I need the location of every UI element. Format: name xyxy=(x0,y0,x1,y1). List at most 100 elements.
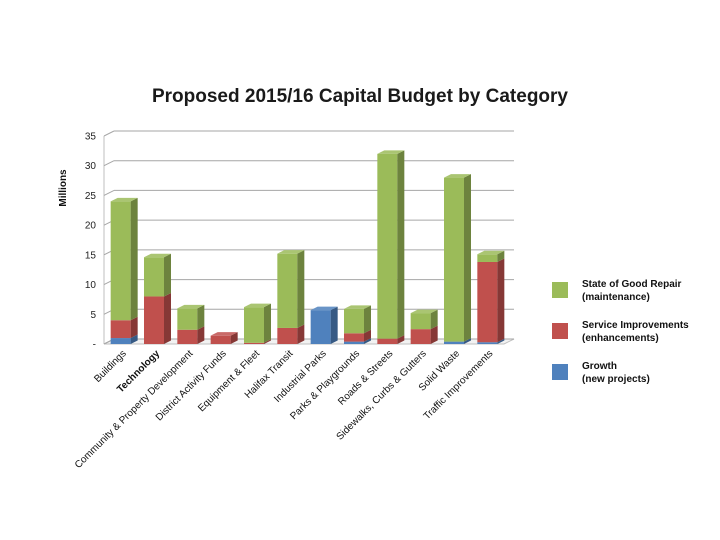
legend-label-line: (enhancements) xyxy=(582,333,659,344)
bar-front xyxy=(344,341,364,344)
bar-segment xyxy=(310,306,338,344)
bar-side xyxy=(497,250,505,262)
bar-side xyxy=(230,332,238,344)
bar-segment xyxy=(177,304,205,330)
bar-top xyxy=(177,304,205,309)
bar-front xyxy=(110,320,131,339)
gridline-diagonal xyxy=(103,160,115,167)
bar-front xyxy=(244,342,264,344)
legend-item: Growth (new projects) xyxy=(552,360,717,386)
bar-front xyxy=(444,177,464,342)
bar-front xyxy=(110,338,131,344)
bar-front xyxy=(377,338,398,344)
bar-segment xyxy=(210,332,238,344)
y-tick-label: 15 xyxy=(85,250,97,261)
bar-front xyxy=(444,341,464,344)
legend-label-line: (maintenance) xyxy=(582,292,650,303)
bar-side xyxy=(464,338,471,344)
bar-side xyxy=(464,174,471,342)
bars xyxy=(110,150,505,344)
bar-side xyxy=(364,338,371,344)
bar-top xyxy=(110,197,138,202)
bar-segment xyxy=(410,325,438,344)
bar-segment xyxy=(344,329,371,342)
bar-segment xyxy=(110,334,138,344)
legend-label-line: State of Good Repair xyxy=(582,279,682,290)
legend-item: Service Improvements (enhancements) xyxy=(552,319,717,345)
bar-segment xyxy=(177,326,205,344)
bar-front xyxy=(144,296,164,344)
bar-side xyxy=(297,250,305,328)
legend: State of Good Repair (maintenance) Service… xyxy=(552,278,717,401)
bar-top xyxy=(310,306,338,311)
bar-front xyxy=(310,310,331,344)
bar-front xyxy=(244,307,264,343)
y-tick-label: 25 xyxy=(85,191,97,202)
y-tick-label: 30 xyxy=(85,161,97,172)
x-tick-label: Community & Property Development xyxy=(73,348,196,471)
bar-side xyxy=(264,339,271,344)
bar-front xyxy=(377,153,398,339)
bar-side xyxy=(130,316,138,339)
bar-side xyxy=(297,324,305,344)
bar-side xyxy=(364,329,371,342)
bar-side xyxy=(397,150,405,339)
bar-side xyxy=(164,253,171,297)
bar-side xyxy=(197,304,205,330)
bar-segment xyxy=(377,335,405,344)
legend-label: State of Good Repair (maintenance) xyxy=(582,278,681,304)
bar-segment xyxy=(477,258,505,343)
bar-segment xyxy=(110,316,138,339)
bar-segment xyxy=(344,338,371,344)
bar-segment xyxy=(477,250,505,262)
bar-top xyxy=(244,303,271,308)
legend-item: State of Good Repair (maintenance) xyxy=(552,278,717,304)
bar-front xyxy=(110,201,131,321)
legend-label-line: Service Improvements xyxy=(582,320,689,331)
bar-side xyxy=(264,303,271,343)
bar-top xyxy=(410,309,438,314)
bar-front xyxy=(410,329,431,344)
bar-segment xyxy=(444,338,471,344)
bar-side xyxy=(430,325,438,344)
bar-segment xyxy=(244,303,271,343)
bar-side xyxy=(364,305,371,334)
y-tick-label: 5 xyxy=(90,310,96,321)
bar-top xyxy=(444,174,471,178)
bar-side xyxy=(397,335,405,344)
bar-front xyxy=(177,308,198,330)
bar-front xyxy=(477,254,498,262)
bar-top xyxy=(210,332,238,336)
bar-segment xyxy=(144,253,171,297)
bar-segment xyxy=(377,150,405,339)
bar-side xyxy=(130,334,138,344)
bar-segment xyxy=(244,339,271,344)
bar-segment xyxy=(277,250,305,328)
bar-segment xyxy=(277,324,305,344)
y-axis: - 5 10 15 20 25 30 35 xyxy=(85,132,97,351)
bar-segment xyxy=(410,309,438,330)
legend-swatch xyxy=(552,364,568,380)
legend-label: Growth (new projects) xyxy=(582,360,650,386)
bar-front xyxy=(277,327,298,344)
bar-front xyxy=(277,253,298,328)
legend-label: Service Improvements (enhancements) xyxy=(582,319,689,345)
bar-front xyxy=(210,335,231,344)
bar-side xyxy=(130,197,138,321)
bar-front xyxy=(144,257,164,297)
gridline-diagonal xyxy=(103,130,115,137)
bar-side xyxy=(430,309,438,330)
y-tick-label: 20 xyxy=(85,221,97,232)
legend-label-line: Growth xyxy=(582,361,617,372)
legend-label-line: (new projects) xyxy=(582,374,650,385)
bar-front xyxy=(477,261,498,343)
gridline-diagonal xyxy=(103,189,115,196)
bar-top xyxy=(344,305,371,309)
bar-top xyxy=(277,250,305,254)
x-tick-label: Equipment & Fleet xyxy=(196,348,262,414)
legend-swatch xyxy=(552,282,568,298)
bar-front xyxy=(344,308,364,334)
bar-front xyxy=(410,313,431,330)
bar-side xyxy=(197,326,205,344)
bar-top xyxy=(477,250,505,255)
